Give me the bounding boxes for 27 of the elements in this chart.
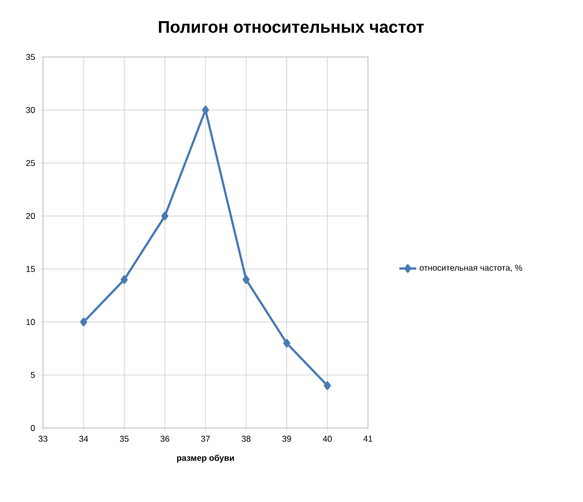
x-tick-label: 38 [242,436,250,442]
point [242,275,250,284]
point [324,381,331,390]
point [120,275,128,284]
y-tick-label: 5 [30,372,35,378]
y-tick-label: 25 [26,160,35,166]
x-tick-label: 37 [201,436,210,442]
point [283,338,290,348]
x-tick-label: 36 [160,436,170,442]
y-tick-label: 35 [26,54,35,60]
point [161,212,168,220]
chart-title: Полигон относительных частот [158,21,424,33]
x-tick-label: 33 [38,436,48,442]
legend-label: относительная частота, % [420,264,522,272]
y-tick-label: 10 [26,319,35,325]
y-tick-label: 15 [26,266,35,272]
x-tick-label: 35 [120,436,129,442]
x-axis-title: размер обуви [177,454,234,463]
x-tick-label: 40 [322,436,332,442]
y-tick-label: 0 [30,425,35,431]
y-tick-label: 20 [26,213,35,219]
point [202,106,209,114]
x-tick-label: 39 [282,436,292,442]
point [80,318,88,326]
x-tick-label: 41 [363,436,372,442]
y-tick-label: 30 [26,107,35,113]
x-tick-label: 34 [79,436,88,442]
